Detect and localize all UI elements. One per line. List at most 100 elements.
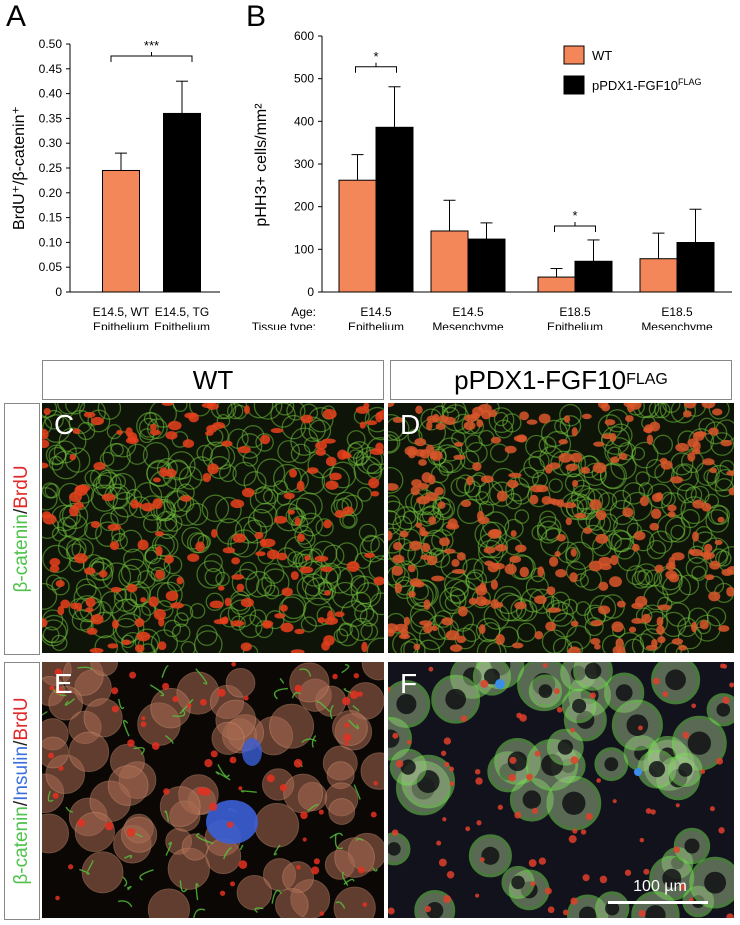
- brdu-nucleus: [430, 450, 443, 461]
- cell-outline: [42, 619, 67, 647]
- brdu-nucleus: [709, 560, 721, 570]
- cell-outline: [450, 477, 471, 497]
- cell-outline: [265, 610, 285, 630]
- cell-outline: [528, 450, 550, 472]
- brdu-nucleus: [42, 439, 50, 449]
- brdu-nucleus: [129, 671, 137, 679]
- brdu-nucleus: [157, 641, 167, 651]
- cell-outline: [475, 491, 490, 505]
- row-label-part: /: [11, 800, 32, 807]
- brdu-nucleus: [304, 555, 311, 561]
- cell-outline: [576, 487, 604, 515]
- brdu-nucleus: [311, 866, 320, 875]
- brdu-nucleus: [165, 468, 177, 478]
- brdu-nucleus: [434, 487, 444, 496]
- cell-outline: [109, 472, 137, 500]
- brdu-nucleus: [232, 533, 247, 543]
- brdu-nucleus: [631, 602, 644, 610]
- cell-outline: [196, 624, 218, 647]
- b-significance-label: *: [373, 49, 378, 64]
- brdu-nucleus: [167, 420, 182, 431]
- cell-outline: [357, 486, 373, 502]
- cell-outline: [388, 495, 401, 513]
- brdu-nucleus: [334, 611, 345, 618]
- brdu-nucleus: [508, 773, 517, 782]
- cell-outline: [370, 533, 384, 561]
- brdu-nucleus: [709, 467, 717, 474]
- cell-outline: [493, 411, 509, 427]
- brdu-nucleus: [656, 625, 665, 635]
- catenin-strand: [299, 668, 312, 677]
- cell-outline: [249, 487, 276, 514]
- duct-lumen: [445, 688, 466, 710]
- brdu-nucleus: [111, 705, 119, 713]
- brdu-nucleus: [314, 555, 329, 562]
- brdu-nucleus: [302, 837, 307, 842]
- cell-outline: [231, 568, 260, 597]
- cell-outline: [84, 469, 101, 487]
- brdu-nucleus: [558, 439, 569, 445]
- brdu-nucleus: [155, 569, 165, 580]
- brdu-nucleus: [432, 413, 440, 423]
- acinar-cluster: [269, 703, 315, 749]
- brdu-nucleus: [343, 506, 354, 515]
- catenin-strand: [291, 691, 301, 699]
- brdu-nucleus: [404, 446, 418, 456]
- b-category-label: E14.5: [360, 305, 392, 319]
- cell-outline: [281, 414, 307, 440]
- brdu-nucleus: [646, 434, 654, 445]
- duct-lumen: [684, 838, 700, 854]
- brdu-nucleus: [296, 480, 305, 492]
- brdu-nucleus: [428, 474, 436, 485]
- brdu-nucleus: [553, 688, 560, 695]
- brdu-nucleus: [279, 783, 288, 792]
- cell-outline: [204, 567, 223, 587]
- brdu-nucleus: [98, 570, 108, 578]
- cell-outline: [710, 432, 734, 456]
- insulin-cluster: [242, 738, 262, 766]
- cell-outline: [205, 592, 224, 611]
- b-bar: [467, 238, 506, 293]
- cell-outline: [44, 409, 64, 430]
- duct-lumen: [604, 757, 619, 772]
- brdu-nucleus: [229, 756, 237, 764]
- brdu-nucleus: [562, 909, 569, 916]
- catenin-strand: [311, 735, 317, 748]
- brdu-nucleus: [187, 553, 200, 562]
- brdu-nucleus: [109, 541, 120, 551]
- cell-outline: [180, 641, 196, 653]
- brdu-nucleus: [219, 617, 229, 624]
- cell-outline: [609, 499, 635, 526]
- b-significance-label: *: [572, 208, 577, 223]
- brdu-nucleus: [294, 628, 305, 635]
- brdu-nucleus: [651, 508, 662, 520]
- brdu-nucleus: [596, 778, 601, 783]
- cell-outline: [587, 488, 610, 511]
- brdu-nucleus: [453, 454, 466, 460]
- brdu-nucleus: [449, 644, 463, 652]
- cell-outline: [300, 416, 326, 442]
- b-bar: [338, 179, 377, 293]
- cell-outline: [201, 494, 230, 523]
- catenin-strand: [79, 868, 90, 875]
- brdu-nucleus: [155, 545, 163, 557]
- cell-outline: [670, 403, 697, 424]
- catenin-strand: [372, 867, 378, 872]
- brdu-nucleus: [140, 721, 147, 728]
- a-tick-label: 0.25: [39, 161, 63, 175]
- brdu-nucleus: [42, 618, 48, 628]
- cell-outline: [186, 532, 209, 554]
- brdu-nucleus: [665, 561, 676, 571]
- brdu-nucleus: [392, 417, 404, 423]
- brdu-nucleus: [475, 777, 483, 785]
- brdu-nucleus: [130, 499, 139, 509]
- cell-outline: [277, 440, 301, 463]
- cell-outline: [649, 530, 673, 554]
- cell-outline: [559, 403, 582, 427]
- cell-outline: [263, 562, 285, 584]
- cell-outline: [366, 437, 384, 466]
- brdu-nucleus: [678, 644, 688, 651]
- brdu-nucleus: [392, 732, 399, 739]
- catenin-strand: [122, 876, 128, 887]
- brdu-nucleus: [460, 499, 472, 508]
